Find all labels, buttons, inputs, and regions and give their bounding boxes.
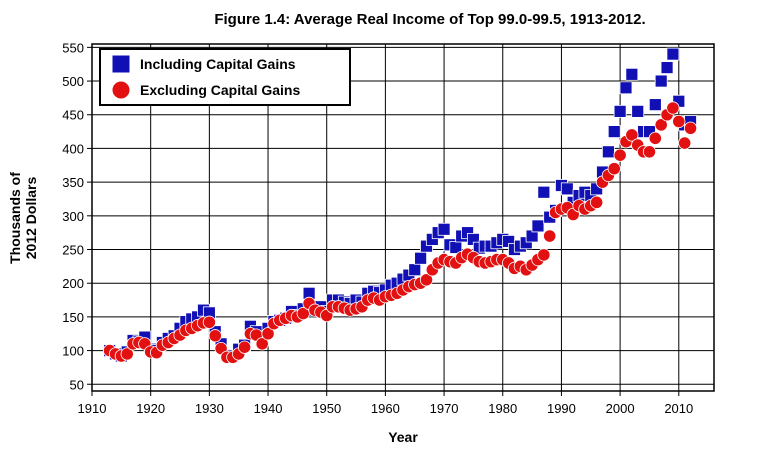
axis-ticks: 1910 1920 1930 1940 1950 1960 1970 1980 1990 2000… (62, 40, 693, 416)
data-point-including (560, 182, 574, 196)
data-point-excluding (683, 121, 698, 135)
data-point-excluding (419, 273, 434, 287)
data-point-including (625, 67, 639, 81)
legend-label-including: Including Capital Gains (140, 56, 296, 72)
data-point-excluding (208, 329, 222, 343)
x-tick-label: 1950 (312, 401, 341, 416)
data-point-excluding (237, 340, 252, 354)
legend-box (99, 48, 351, 106)
x-tick-label: 1920 (136, 401, 165, 416)
x-tick-label: 1960 (371, 401, 400, 416)
data-point-excluding (607, 162, 621, 176)
data-series (103, 47, 698, 364)
y-tick-label: 150 (62, 310, 84, 325)
y-axis-title: Thousands of 2012 Dollars (7, 172, 39, 264)
data-point-including (619, 81, 633, 95)
x-tick-label: 1970 (430, 401, 459, 416)
data-point-excluding (255, 337, 269, 351)
legend-label-excluding: Excluding Capital Gains (140, 82, 300, 98)
data-point-excluding (543, 229, 557, 243)
x-tick-label: 1910 (78, 401, 107, 416)
data-point-including (666, 47, 680, 61)
data-point-excluding (202, 315, 216, 329)
data-point-excluding (672, 114, 686, 129)
data-point-excluding (648, 131, 662, 145)
data-point-excluding (537, 248, 551, 262)
data-point-including (654, 74, 668, 88)
x-tick-label: 2000 (606, 401, 635, 416)
legend-swatch-excluding (111, 80, 131, 100)
data-point-excluding (261, 327, 275, 341)
y-tick-label: 250 (62, 243, 84, 258)
legend-swatch-including (111, 54, 131, 74)
y-tick-label: 400 (62, 141, 84, 156)
data-point-including (531, 219, 545, 233)
data-point-including (648, 98, 662, 112)
data-point-including (660, 61, 674, 74)
data-point-including (437, 222, 451, 236)
x-tick-label: 1990 (547, 401, 576, 416)
data-point-excluding (666, 101, 680, 115)
data-point-excluding (120, 347, 134, 361)
data-point-including (408, 263, 422, 277)
y-tick-label: 500 (62, 74, 84, 89)
data-point-excluding (642, 145, 657, 159)
legend: Including Capital Gains Excluding Capita… (99, 48, 351, 106)
data-point-excluding (625, 128, 639, 142)
data-point-including (601, 145, 615, 159)
y-tick-label: 50 (70, 377, 84, 392)
y-tick-label: 100 (62, 344, 84, 359)
y-tick-label: 450 (62, 108, 84, 123)
y-tick-label: 350 (62, 175, 84, 190)
y-tick-label: 300 (62, 209, 84, 224)
x-axis-title: Year (388, 429, 418, 445)
chart-title: Figure 1.4: Average Real Income of Top 9… (214, 11, 645, 28)
data-point-including (613, 104, 627, 118)
data-point-including (537, 185, 551, 199)
data-point-excluding (678, 136, 692, 150)
data-point-excluding (590, 195, 604, 209)
data-point-excluding (613, 148, 627, 162)
x-tick-label: 1930 (195, 401, 224, 416)
y-tick-label: 550 (62, 40, 84, 55)
x-tick-label: 1940 (254, 401, 283, 416)
x-tick-label: 2010 (664, 401, 693, 416)
y-axis-title-line-2: 2012 Dollars (23, 177, 39, 260)
data-point-including (607, 125, 621, 138)
data-point-excluding (654, 118, 668, 132)
data-point-including (414, 251, 428, 265)
series-excluding-capital-gains (103, 101, 698, 364)
y-axis-title-line-1: Thousands of (7, 172, 23, 264)
data-point-including (631, 104, 645, 118)
y-tick-label: 200 (62, 276, 84, 291)
x-tick-label: 1980 (488, 401, 517, 416)
